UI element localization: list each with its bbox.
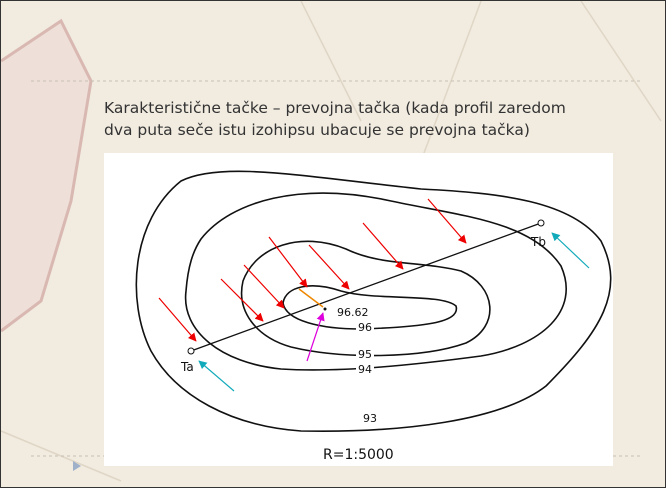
contour-label: 95 — [358, 348, 372, 361]
point-ta — [187, 347, 195, 355]
contours — [135, 170, 612, 433]
map-road — [1, 18, 93, 333]
profile-line — [190, 222, 542, 352]
arrow — [158, 297, 197, 342]
contour-95 — [240, 240, 491, 357]
arrow — [220, 278, 264, 322]
contour-label: 93 — [363, 412, 377, 425]
arrow — [362, 222, 404, 270]
red-arrows — [158, 198, 467, 342]
label-bg — [356, 321, 374, 333]
contour-label: 96 — [358, 321, 372, 334]
arrow — [243, 264, 285, 309]
start-label: Ta — [180, 360, 194, 374]
caption: Karakteristične tačke – prevojna tačka (… — [104, 99, 566, 139]
inflection-point — [323, 307, 327, 311]
arrow — [268, 236, 308, 288]
point-tb — [537, 219, 545, 227]
magenta-arrow — [306, 312, 325, 362]
bullet — [73, 461, 81, 471]
arrow — [427, 198, 467, 244]
blue-arrow — [198, 360, 235, 392]
diagram-panel — [104, 153, 613, 466]
contour-96 — [282, 285, 458, 330]
arrow — [308, 244, 350, 290]
label-bg — [356, 363, 374, 375]
label-bg — [361, 412, 379, 424]
elevation-label: 96.62 — [337, 306, 369, 319]
inflection — [298, 288, 324, 308]
contour-label: 94 — [358, 363, 372, 376]
contour-93 — [135, 170, 612, 433]
contour-94 — [184, 192, 567, 371]
blue-arrow — [551, 232, 590, 269]
label-bg — [356, 348, 374, 360]
scale-label: R=1:5000 — [323, 447, 394, 463]
end-label: Tb — [530, 235, 546, 249]
